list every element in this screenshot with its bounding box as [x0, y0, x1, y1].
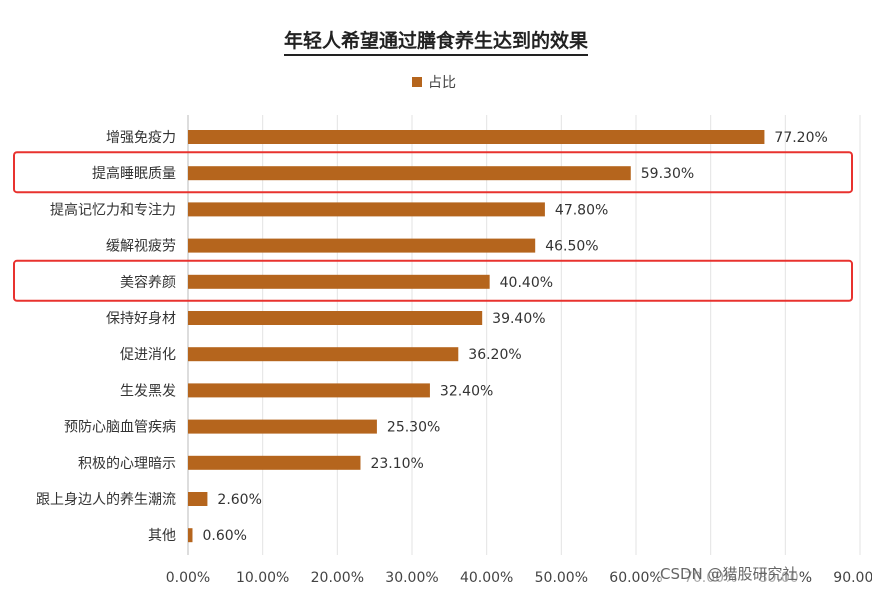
- data-label: 25.30%: [387, 420, 440, 436]
- bar: [188, 528, 193, 543]
- category-label: 保持好身材: [106, 311, 176, 327]
- bar: [188, 347, 459, 362]
- bar: [188, 274, 490, 289]
- x-tick-label: 10.00%: [236, 570, 289, 586]
- bar: [188, 383, 430, 398]
- category-label: 跟上身边人的养生潮流: [36, 492, 176, 508]
- highlight-box: [13, 259, 853, 302]
- data-label: 23.10%: [370, 456, 423, 472]
- category-label: 缓解视疲劳: [106, 238, 176, 255]
- category-label: 其他: [148, 528, 176, 544]
- bar: [188, 455, 361, 470]
- x-tick-label: 40.00%: [460, 570, 513, 586]
- data-label: 47.80%: [555, 202, 608, 218]
- data-label: 59.30%: [641, 166, 694, 182]
- x-tick-label: 60.00%: [609, 570, 662, 586]
- x-tick-label: 0.00%: [166, 570, 210, 586]
- category-label: 促进消化: [120, 347, 176, 363]
- bar: [188, 130, 765, 144]
- data-label: 2.60%: [217, 492, 261, 508]
- data-label: 46.50%: [545, 239, 598, 255]
- bar: [188, 419, 377, 434]
- bar: [188, 238, 536, 253]
- category-label: 生发黑发: [120, 383, 176, 399]
- data-label: 40.40%: [500, 275, 553, 291]
- x-tick-label: 30.00%: [385, 570, 438, 586]
- x-tick-label: 20.00%: [311, 570, 364, 586]
- bar: [188, 166, 631, 181]
- data-label: 77.20%: [774, 130, 827, 146]
- category-label: 增强免疫力: [106, 130, 176, 146]
- x-tick-label: 50.00%: [535, 570, 588, 586]
- bar: [188, 311, 483, 325]
- x-tick-label: 90.00%: [833, 570, 872, 586]
- data-label: 36.20%: [468, 347, 521, 363]
- data-label: 32.40%: [440, 383, 493, 399]
- bar: [188, 202, 545, 217]
- data-label: 39.40%: [492, 311, 545, 327]
- category-label: 预防心脑血管疾病: [64, 420, 176, 436]
- chart-title: 年轻人希望通过膳食养生达到的效果: [0, 26, 872, 56]
- category-label: 提高记忆力和专注力: [50, 201, 176, 218]
- data-label: 0.60%: [202, 528, 246, 544]
- category-label: 提高睡眠质量: [92, 165, 176, 182]
- legend-swatch: [412, 77, 422, 87]
- watermark-text: CSDN @猎股研究社: [660, 563, 798, 584]
- category-label: 积极的心理暗示: [78, 456, 176, 472]
- legend-label: 占比: [428, 75, 456, 91]
- highlight-box: [13, 151, 853, 194]
- category-label: 美容养颜: [120, 274, 176, 291]
- legend: 占比: [412, 72, 456, 92]
- bar: [188, 492, 208, 506]
